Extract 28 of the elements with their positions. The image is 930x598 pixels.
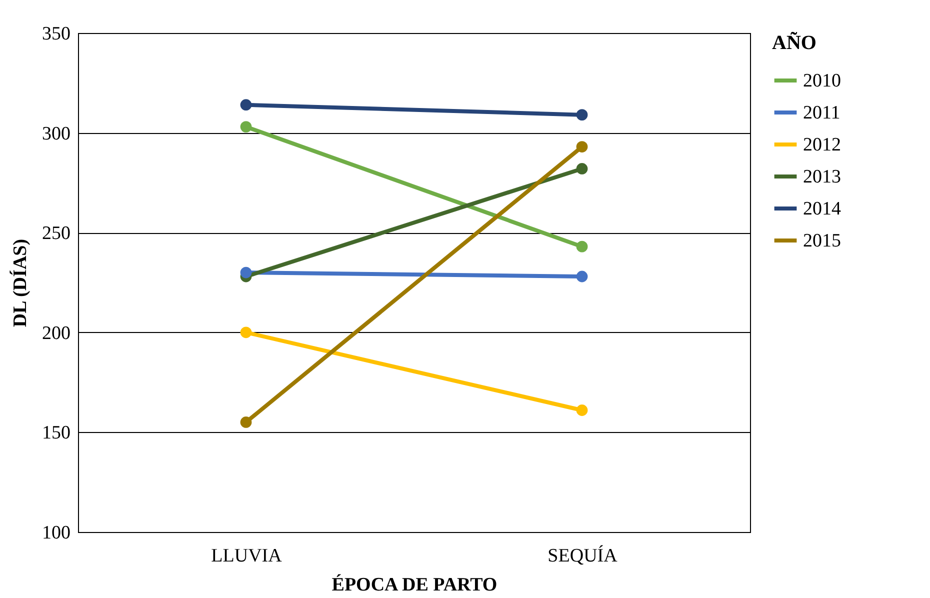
legend-label: 2015 xyxy=(803,230,841,252)
point xyxy=(576,109,588,121)
point xyxy=(576,141,588,152)
point xyxy=(576,163,588,174)
point xyxy=(576,404,588,416)
point xyxy=(576,240,588,252)
point xyxy=(240,326,252,338)
legend-label: 2012 xyxy=(803,134,841,156)
y-tick-label: 250 xyxy=(42,223,70,244)
point xyxy=(240,266,252,278)
legend-label: 2014 xyxy=(803,198,842,220)
point xyxy=(576,270,588,282)
x-tick-label: SEQUÍA xyxy=(548,544,618,566)
point xyxy=(240,121,252,132)
legend-label: 2010 xyxy=(803,70,841,92)
y-axis-title: DL (DÍAS) xyxy=(9,238,31,328)
y-tick-label: 200 xyxy=(42,322,70,344)
legend-label: 2013 xyxy=(803,166,841,188)
point xyxy=(240,99,252,111)
y-tick-label: 350 xyxy=(42,24,70,44)
x-axis-title: ÉPOCA DE PARTO xyxy=(332,574,498,596)
legend-label: 2011 xyxy=(803,102,840,124)
point xyxy=(240,416,252,428)
x-tick-label: LLUVIA xyxy=(211,546,282,566)
y-tick-label: 150 xyxy=(42,422,70,444)
y-tick-label: 100 xyxy=(42,522,70,544)
legend-title: AÑO xyxy=(772,31,816,54)
y-tick-label: 300 xyxy=(42,123,70,144)
